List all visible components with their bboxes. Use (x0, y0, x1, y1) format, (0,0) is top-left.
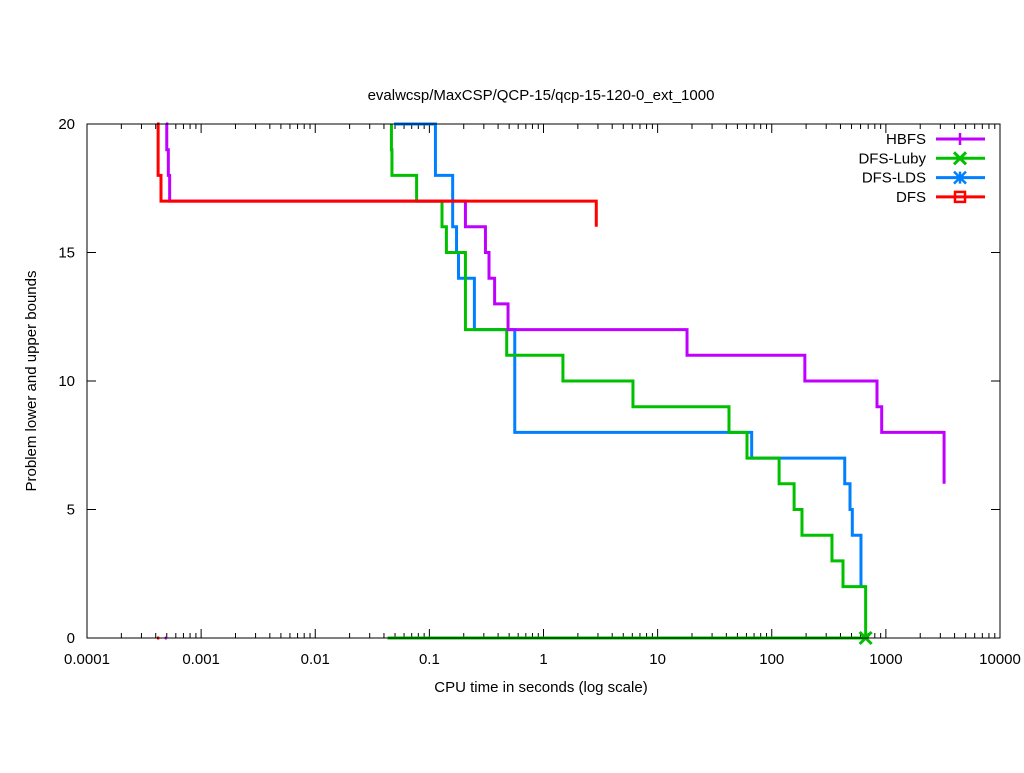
legend-plus-marker-icon (954, 133, 966, 145)
axis-ticks: 0.0001 0.001 0.01 0.1 1 10 100 1000 10000 0 5 10 15 2… (58, 116, 1021, 668)
legend: HBFS DFS-Luby DFS-LDS DFS (858, 131, 985, 206)
y-axis-label: Problem lower and upper bounds (23, 271, 40, 492)
y-tick-label: 0 (67, 630, 75, 647)
x-tick-label: 1000 (869, 651, 902, 668)
x-tick-label: 1 (539, 651, 547, 668)
chart-title: evalwcsp/MaxCSP/QCP-15/qcp-15-120-0_ext_… (368, 87, 715, 104)
series-group (156, 122, 946, 646)
x-tick-label: 0.001 (182, 651, 220, 668)
legend-label-dfs: DFS (896, 189, 926, 206)
x-tick-label: 10 (649, 651, 666, 668)
y-tick-label: 10 (58, 373, 75, 390)
series-dfs (156, 122, 598, 640)
x-tick-label: 0.01 (301, 651, 330, 668)
y-tick-label: 15 (58, 245, 75, 262)
x-tick-label: 100 (759, 651, 784, 668)
x-axis-label: CPU time in seconds (log scale) (434, 679, 647, 696)
x-tick-label: 0.1 (419, 651, 440, 668)
y-tick-label: 20 (58, 116, 75, 133)
x-tick-label: 10000 (979, 651, 1021, 668)
series-dfs-upper-bound-line (156, 122, 598, 227)
legend-label-dfs-luby: DFS-Luby (858, 150, 926, 167)
plot-frame (86, 123, 1001, 639)
legend-label-hbfs: HBFS (886, 131, 926, 148)
y-tick-label: 5 (67, 502, 75, 519)
x-tick-label: 0.0001 (64, 651, 110, 668)
legend-star-marker-icon (953, 170, 967, 185)
legend-cross-marker-icon (952, 151, 968, 166)
legend-label-dfs-lds: DFS-LDS (862, 170, 926, 187)
series-hbfs-upper-bound-line (165, 122, 946, 484)
legend-square-marker-icon (953, 190, 967, 204)
